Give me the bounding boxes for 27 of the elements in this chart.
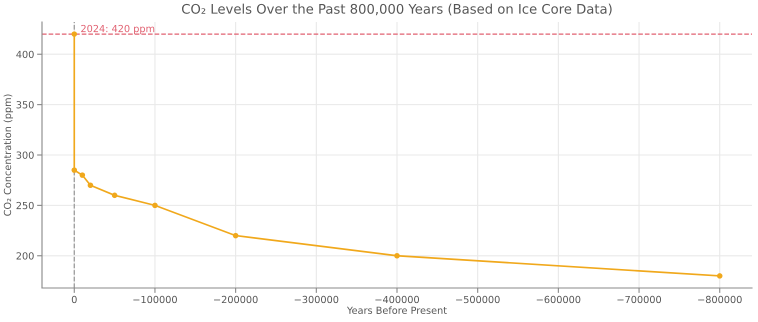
x-tick-label: −400000 bbox=[375, 296, 419, 304]
point bbox=[88, 182, 94, 188]
x-axis-title: Years Before Present bbox=[346, 306, 447, 314]
chart-title: CO₂ Levels Over the Past 800,000 Years (Based on Ice Core Data) bbox=[182, 4, 612, 16]
y-tick-label: 400 bbox=[16, 50, 34, 58]
ref-line-label: 2024: 420 ppm bbox=[81, 24, 154, 34]
x-tick-label: 0 bbox=[72, 296, 77, 304]
point bbox=[152, 202, 158, 208]
y-tick-label: 200 bbox=[16, 252, 34, 260]
point bbox=[80, 172, 86, 178]
point bbox=[232, 232, 238, 238]
point bbox=[716, 273, 723, 279]
y-tick-label: 350 bbox=[16, 101, 34, 108]
point bbox=[112, 192, 118, 198]
point bbox=[71, 167, 78, 173]
point bbox=[71, 31, 78, 37]
y-tick-label: 300 bbox=[16, 151, 34, 159]
point bbox=[394, 252, 400, 259]
x-tick-label: −600000 bbox=[536, 296, 580, 304]
x-tick-label: −800000 bbox=[698, 296, 742, 304]
x-tick-label: −100000 bbox=[133, 296, 177, 304]
x-tick-label: −200000 bbox=[214, 296, 258, 304]
x-tick-label: −700000 bbox=[617, 296, 662, 304]
x-tick-label: −300000 bbox=[294, 296, 338, 304]
y-axis-title: CO₂ Concentration (ppm) bbox=[4, 94, 14, 216]
x-tick-label: −500000 bbox=[456, 296, 500, 304]
y-tick-label: 250 bbox=[16, 202, 34, 210]
